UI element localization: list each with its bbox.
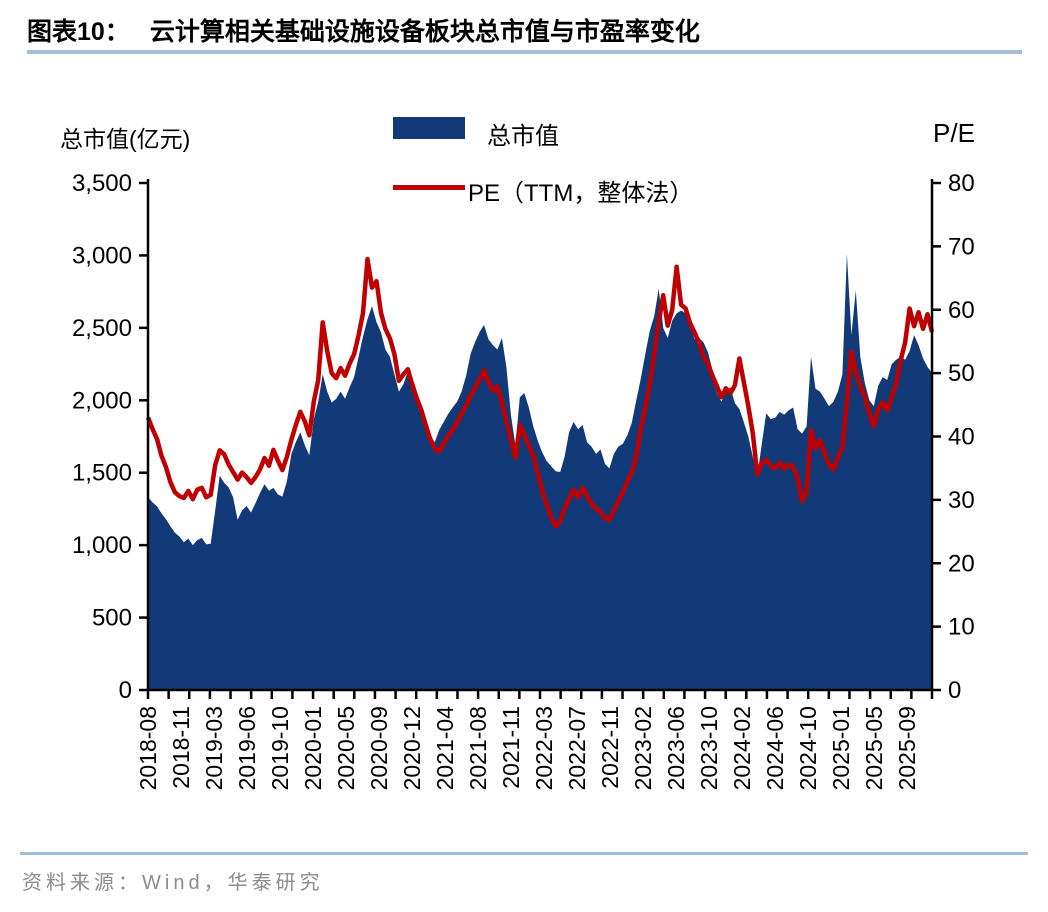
- x-axis-label: 2021-11: [498, 706, 524, 789]
- right-axis-title: P/E: [933, 118, 975, 148]
- title-divider: [27, 50, 1022, 54]
- x-axis-label: 2022-11: [597, 706, 623, 789]
- x-axis-label: 2020-01: [300, 706, 326, 790]
- page-title: 图表10： 云计算相关基础设施设备板块总市值与市盈率变化: [27, 12, 700, 48]
- left-axis-title: 总市值(亿元): [60, 126, 191, 152]
- x-axis-label: 2023-10: [696, 706, 722, 790]
- x-axis-label: 2018-11: [168, 706, 194, 789]
- y-axis-tick-label: 0: [119, 677, 132, 704]
- x-axis-label: 2021-08: [465, 706, 491, 790]
- legend-label-pe: PE（TTM，整体法）: [468, 180, 694, 207]
- x-axis-label: 2022-03: [531, 706, 557, 790]
- pe-line: [145, 256, 935, 529]
- right-axis-tick-label: 70: [948, 233, 975, 260]
- y-axis-tick-label: 3,000: [72, 242, 132, 269]
- market-cap-area: [148, 254, 932, 690]
- x-axis-label: 2019-06: [234, 706, 260, 790]
- x-axis-label: 2020-12: [399, 706, 425, 790]
- legend-label-market-cap: 总市值: [487, 123, 559, 150]
- y-axis-tick-label: 2,000: [72, 387, 132, 414]
- right-axis-tick-label: 40: [948, 424, 975, 451]
- y-axis-tick-label: 2,500: [72, 315, 132, 342]
- y-axis-tick-label: 3,500: [72, 170, 132, 197]
- x-axis-label: 2019-10: [267, 706, 293, 790]
- x-axis-label: 2021-04: [432, 706, 458, 791]
- footer-divider: [20, 852, 1028, 855]
- x-axis-label: 2023-06: [663, 706, 689, 790]
- legend-swatch-market-cap: [393, 117, 465, 139]
- right-axis-tick-label: 0: [948, 677, 961, 704]
- x-axis-label: 2025-01: [828, 706, 854, 790]
- x-axis-label: 2024-10: [795, 706, 821, 790]
- legend-swatch-pe-line: [393, 185, 465, 190]
- y-axis-tick-label: 500: [92, 605, 132, 632]
- right-axis-tick-label: 60: [948, 297, 975, 324]
- x-axis-label: 2025-05: [861, 706, 887, 790]
- right-axis-tick-label: 50: [948, 360, 975, 387]
- right-axis-tick-label: 20: [948, 550, 975, 577]
- x-axis-label: 2025-09: [894, 706, 920, 790]
- right-axis-tick-label: 10: [948, 614, 975, 641]
- x-axis-label: 2024-06: [762, 706, 788, 790]
- figure-title: 云计算相关基础设施设备板块总市值与市盈率变化: [149, 18, 700, 46]
- x-axis-label: 2018-08: [135, 706, 161, 790]
- y-axis-tick-label: 1,500: [72, 460, 132, 487]
- y-axis-tick-label: 1,000: [72, 532, 132, 559]
- figure-number: 图表10：: [27, 18, 130, 46]
- x-axis-label: 2020-05: [333, 706, 359, 790]
- x-axis-label: 2023-02: [630, 706, 656, 790]
- x-axis-label: 2024-02: [729, 706, 755, 790]
- right-axis-tick-label: 30: [948, 487, 975, 514]
- right-axis-tick-label: 80: [948, 170, 975, 197]
- x-axis-label: 2019-03: [201, 706, 227, 790]
- x-axis-label: 2020-09: [366, 706, 392, 790]
- source-note: 资料来源：Wind，华泰研究: [22, 872, 324, 894]
- x-axis-label: 2022-07: [564, 706, 590, 790]
